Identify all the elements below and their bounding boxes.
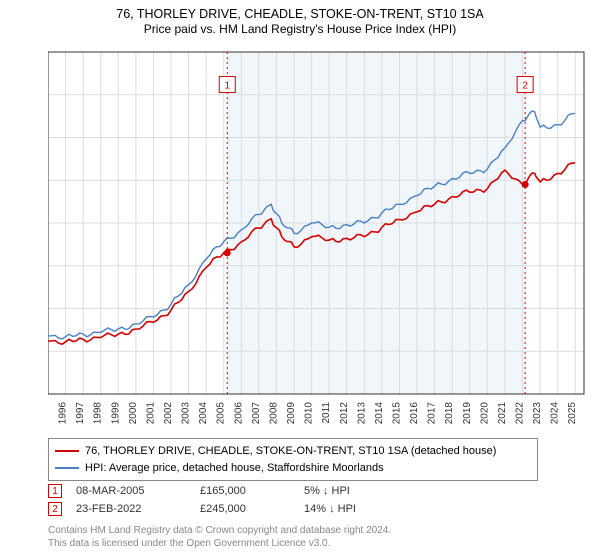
svg-text:1999: 1999 <box>110 402 121 425</box>
svg-text:2013: 2013 <box>356 402 367 425</box>
svg-text:2019: 2019 <box>462 402 473 425</box>
transaction-pct: 5% ↓ HPI <box>304 485 414 497</box>
svg-text:2003: 2003 <box>181 402 192 425</box>
legend-label: 76, THORLEY DRIVE, CHEADLE, STOKE-ON-TRE… <box>85 443 496 460</box>
svg-text:2008: 2008 <box>268 402 279 425</box>
transaction-row: 2 23-FEB-2022 £245,000 14% ↓ HPI <box>48 500 414 518</box>
svg-text:2002: 2002 <box>163 402 174 425</box>
transaction-price: £165,000 <box>200 485 290 497</box>
svg-text:2014: 2014 <box>374 402 385 425</box>
svg-text:2017: 2017 <box>427 402 438 425</box>
svg-text:2004: 2004 <box>198 402 209 425</box>
svg-text:2020: 2020 <box>479 402 490 425</box>
svg-text:2023: 2023 <box>532 402 543 425</box>
title-line1: 76, THORLEY DRIVE, CHEADLE, STOKE-ON-TRE… <box>0 6 600 22</box>
svg-text:1996: 1996 <box>58 402 69 425</box>
svg-text:2018: 2018 <box>444 402 455 425</box>
transaction-pct: 14% ↓ HPI <box>304 503 414 515</box>
svg-text:2024: 2024 <box>550 402 561 425</box>
svg-text:2000: 2000 <box>128 402 139 425</box>
svg-text:2007: 2007 <box>251 402 262 425</box>
line-chart: £0£50K£100K£150K£200K£250K£300K£350K£400… <box>48 48 588 428</box>
svg-text:1995: 1995 <box>48 402 51 425</box>
footer-line1: Contains HM Land Registry data © Crown c… <box>48 524 391 537</box>
svg-text:2006: 2006 <box>233 402 244 425</box>
svg-text:2001: 2001 <box>145 402 156 425</box>
marker-index-box: 1 <box>48 484 62 498</box>
transaction-row: 1 08-MAR-2005 £165,000 5% ↓ HPI <box>48 482 414 500</box>
legend: 76, THORLEY DRIVE, CHEADLE, STOKE-ON-TRE… <box>48 438 538 481</box>
chart-title: 76, THORLEY DRIVE, CHEADLE, STOKE-ON-TRE… <box>0 0 600 38</box>
svg-text:2: 2 <box>522 80 528 91</box>
svg-text:2010: 2010 <box>304 402 315 425</box>
legend-row-property: 76, THORLEY DRIVE, CHEADLE, STOKE-ON-TRE… <box>55 443 531 460</box>
svg-text:2012: 2012 <box>339 402 350 425</box>
svg-text:2015: 2015 <box>391 402 402 425</box>
svg-text:1997: 1997 <box>75 402 86 425</box>
marker-index-box: 2 <box>48 502 62 516</box>
transaction-price: £245,000 <box>200 503 290 515</box>
svg-text:2011: 2011 <box>321 402 332 424</box>
legend-label: HPI: Average price, detached house, Staf… <box>85 460 384 477</box>
svg-text:1998: 1998 <box>93 402 104 425</box>
transaction-list: 1 08-MAR-2005 £165,000 5% ↓ HPI 2 23-FEB… <box>48 482 414 518</box>
svg-text:2005: 2005 <box>216 402 227 425</box>
svg-text:2009: 2009 <box>286 402 297 425</box>
svg-text:2025: 2025 <box>567 402 578 425</box>
transaction-date: 23-FEB-2022 <box>76 503 186 515</box>
chart-area: £0£50K£100K£150K£200K£250K£300K£350K£400… <box>48 48 588 428</box>
svg-text:2021: 2021 <box>497 402 508 425</box>
legend-swatch <box>55 450 79 452</box>
footer-line2: This data is licensed under the Open Gov… <box>48 537 391 550</box>
transaction-date: 08-MAR-2005 <box>76 485 186 497</box>
title-line2: Price paid vs. HM Land Registry's House … <box>0 22 600 38</box>
svg-text:2022: 2022 <box>514 402 525 425</box>
legend-row-hpi: HPI: Average price, detached house, Staf… <box>55 460 531 477</box>
svg-text:1: 1 <box>224 80 230 91</box>
legend-swatch <box>55 467 79 469</box>
svg-text:2016: 2016 <box>409 402 420 425</box>
footer-attribution: Contains HM Land Registry data © Crown c… <box>48 524 391 550</box>
